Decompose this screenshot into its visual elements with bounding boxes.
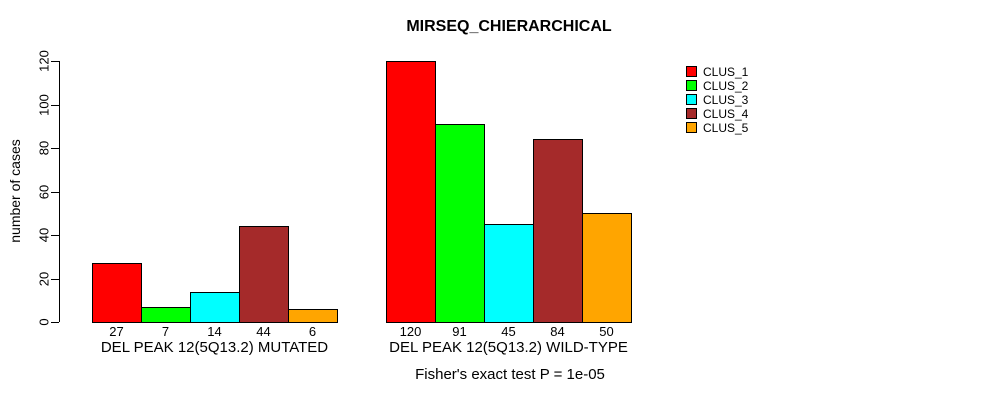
legend-swatch-clus_4 [686,108,697,119]
caption-text: Fisher's exact test P = 1e-05 [415,366,605,383]
y-tick-mark [51,192,59,193]
bar-value-label: 6 [308,324,317,339]
bar-value-label: 27 [109,324,124,339]
bar-value-label: 84 [550,324,565,339]
group-label: DEL PEAK 12(5Q13.2) WILD-TYPE [389,339,628,356]
legend-swatch-clus_3 [686,94,697,105]
bar-clus_3-group1 [190,292,240,323]
chart-title: MIRSEQ_CHIERARCHICAL [406,18,612,35]
group-label: DEL PEAK 12(5Q13.2) MUTATED [100,339,329,356]
bar-value-label: 14 [207,324,222,339]
y-tick-label: 80 [36,140,52,156]
bar-clus_4-group1 [239,226,289,323]
y-axis-line [59,61,60,322]
y-tick-mark [51,279,59,280]
bar-value-label: 45 [501,324,516,339]
y-tick-label: 60 [36,184,52,200]
bar-value-label: 44 [256,324,271,339]
bar-clus_3-group2 [484,224,534,323]
y-tick-mark [51,235,59,236]
legend-swatch-clus_2 [686,80,697,91]
y-tick-mark [51,148,59,149]
bar-value-label: 50 [599,324,614,339]
legend-label-clus_4: CLUS_4 [703,107,749,121]
legend-label-clus_3: CLUS_3 [703,93,749,107]
bar-clus_5-group1 [288,309,338,323]
y-tick-label: 40 [36,227,52,243]
y-tick-label: 0 [36,318,52,326]
y-tick-mark [51,105,59,106]
y-tick-label: 20 [36,271,52,287]
bar-clus_2-group1 [141,307,191,323]
y-axis-label: number of cases [7,139,23,243]
y-tick-mark [51,61,59,62]
y-tick-label: 120 [36,50,52,72]
y-tick-mark [51,322,59,323]
bar-clus_2-group2 [435,124,485,323]
legend-swatch-clus_1 [686,66,697,77]
bar-value-label: 120 [399,324,422,339]
legend-label-clus_2: CLUS_2 [703,79,749,93]
bar-clus_1-group2 [386,61,436,323]
legend-label-clus_5: CLUS_5 [703,121,749,135]
bar-value-label: 91 [452,324,467,339]
bar-clus_5-group2 [582,213,632,323]
bar-clus_1-group1 [92,263,142,323]
legend-swatch-clus_5 [686,122,697,133]
bar-clus_4-group2 [533,139,583,323]
legend-label-clus_1: CLUS_1 [703,65,749,79]
y-tick-label: 100 [36,94,52,116]
bar-value-label: 7 [161,324,170,339]
